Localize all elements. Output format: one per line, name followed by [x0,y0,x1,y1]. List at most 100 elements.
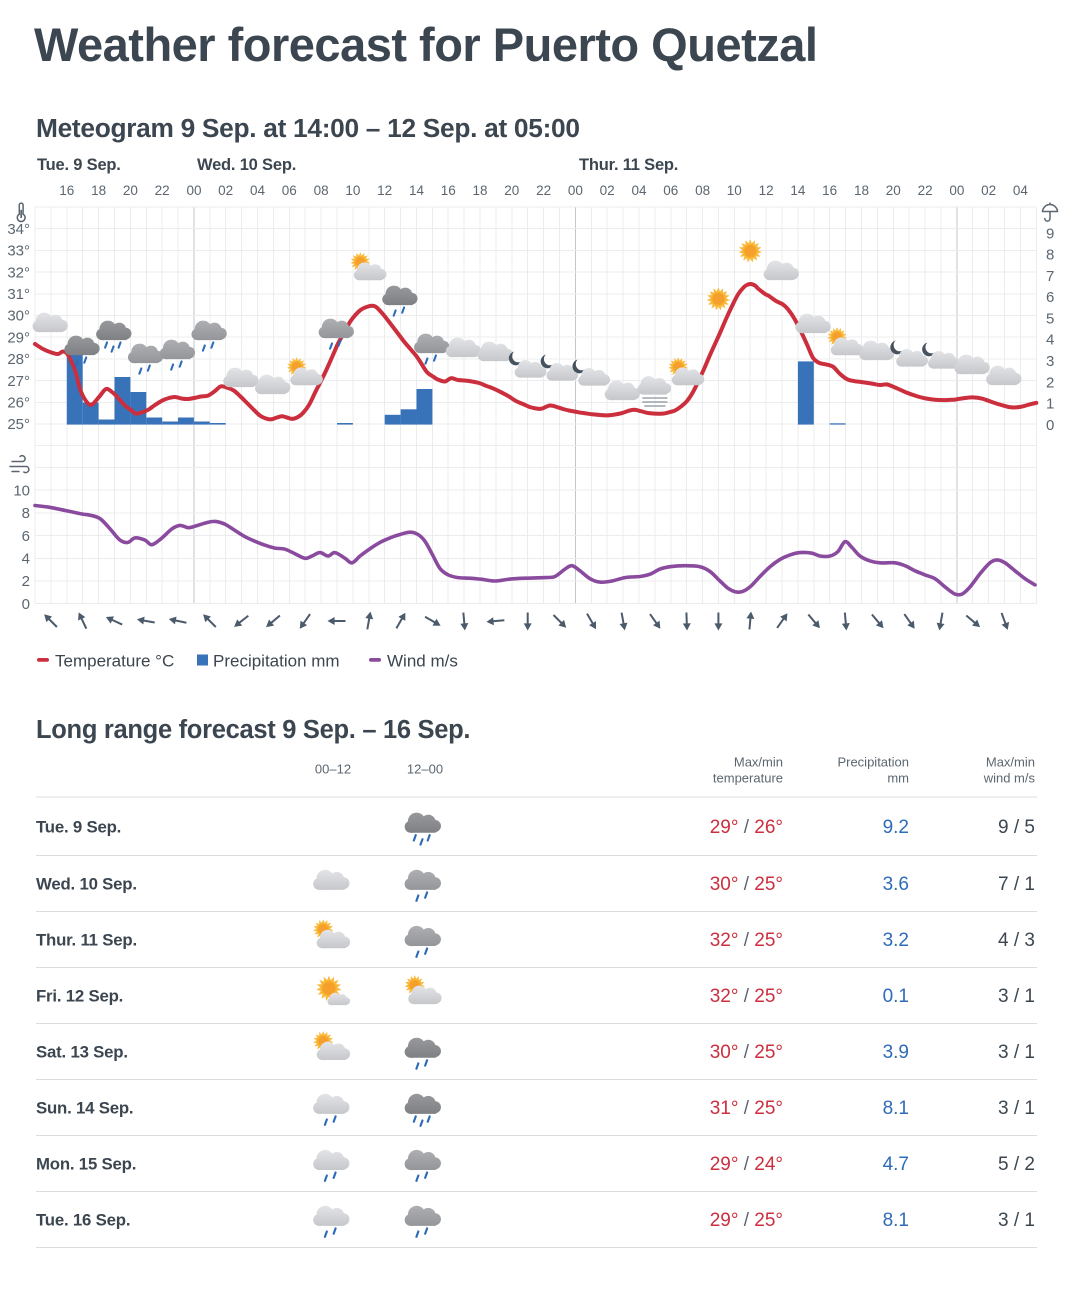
svg-text:4: 4 [1046,332,1054,349]
svg-text:Tue. 9 Sep.: Tue. 9 Sep. [37,156,121,174]
svg-text:16: 16 [441,183,456,198]
svg-text:31°: 31° [7,286,30,303]
svg-text:00: 00 [186,183,201,198]
svg-text:12: 12 [759,183,774,198]
svg-text:32° / 25°: 32° / 25° [710,986,783,1007]
svg-text:3 / 1: 3 / 1 [998,1210,1035,1231]
svg-text:22: 22 [536,183,551,198]
svg-text:Wed. 10 Sep.: Wed. 10 Sep. [197,156,296,174]
svg-text:29° / 26°: 29° / 26° [710,817,783,838]
svg-text:00: 00 [949,183,964,198]
svg-text:9: 9 [1046,225,1054,242]
svg-text:Thur. 11 Sep.: Thur. 11 Sep. [36,931,137,950]
svg-text:4 / 3: 4 / 3 [998,930,1035,951]
svg-text:20: 20 [123,183,138,198]
svg-text:22: 22 [918,183,933,198]
svg-text:08: 08 [695,183,710,198]
svg-text:9 / 5: 9 / 5 [998,817,1035,838]
svg-text:29°: 29° [7,329,30,346]
svg-text:16: 16 [822,183,837,198]
svg-text:Wind m/s: Wind m/s [387,652,458,671]
svg-text:30°: 30° [7,308,30,325]
svg-text:08: 08 [314,183,329,198]
svg-text:16: 16 [59,183,74,198]
svg-text:3 / 1: 3 / 1 [998,986,1035,1007]
svg-text:0.1: 0.1 [883,986,909,1007]
svg-text:30° / 25°: 30° / 25° [710,1042,783,1063]
svg-text:14: 14 [409,183,425,198]
svg-text:Max/min: Max/min [986,755,1035,770]
svg-text:Temperature °C: Temperature °C [55,652,174,671]
svg-text:Mon. 15 Sep.: Mon. 15 Sep. [36,1155,136,1174]
svg-text:12–00: 12–00 [407,762,443,777]
svg-text:29° / 24°: 29° / 24° [710,1154,783,1175]
svg-text:Precipitation mm: Precipitation mm [213,652,340,671]
svg-text:26°: 26° [7,395,30,412]
svg-text:6: 6 [22,528,30,545]
svg-text:3 / 1: 3 / 1 [998,1042,1035,1063]
svg-text:8: 8 [22,505,30,522]
svg-text:04: 04 [250,183,266,198]
svg-text:0: 0 [22,596,30,613]
svg-text:3.6: 3.6 [883,874,909,895]
svg-text:6: 6 [1046,289,1054,306]
svg-text:7: 7 [1046,268,1054,285]
svg-text:5 / 2: 5 / 2 [998,1154,1035,1175]
svg-text:04: 04 [1013,183,1029,198]
svg-text:Wed. 10 Sep.: Wed. 10 Sep. [36,875,137,894]
svg-text:14: 14 [790,183,806,198]
svg-text:Meteogram 9 Sep. at 14:00 – 12: Meteogram 9 Sep. at 14:00 – 12 Sep. at 0… [36,113,580,143]
svg-text:18: 18 [91,183,106,198]
svg-text:00: 00 [568,183,583,198]
svg-text:33°: 33° [7,243,30,260]
svg-text:06: 06 [282,183,297,198]
svg-text:7 / 1: 7 / 1 [998,874,1035,895]
svg-text:Fri. 12 Sep.: Fri. 12 Sep. [36,987,123,1006]
svg-text:0: 0 [1046,417,1054,434]
svg-text:Long range forecast 9 Sep. – 1: Long range forecast 9 Sep. – 16 Sep. [36,716,470,744]
svg-text:02: 02 [981,183,996,198]
svg-text:wind m/s: wind m/s [983,771,1036,786]
svg-text:8.1: 8.1 [883,1098,909,1119]
svg-text:Sun. 14 Sep.: Sun. 14 Sep. [36,1099,133,1118]
svg-text:4.7: 4.7 [883,1154,909,1175]
svg-text:Precipitation: Precipitation [837,755,909,770]
svg-text:10: 10 [727,183,742,198]
svg-text:32°: 32° [7,264,30,281]
svg-text:3: 3 [1046,353,1054,370]
svg-text:2: 2 [22,573,30,590]
svg-text:4: 4 [22,551,30,568]
svg-text:27°: 27° [7,373,30,390]
svg-text:3.2: 3.2 [883,930,909,951]
svg-text:02: 02 [600,183,615,198]
svg-text:Tue. 9 Sep.: Tue. 9 Sep. [36,817,121,836]
svg-text:8.1: 8.1 [883,1210,909,1231]
svg-text:mm: mm [887,771,909,786]
svg-text:1: 1 [1046,396,1054,413]
svg-text:9.2: 9.2 [883,817,909,838]
svg-text:5: 5 [1046,310,1054,327]
svg-text:20: 20 [504,183,519,198]
svg-text:12: 12 [377,183,392,198]
svg-text:10: 10 [13,482,30,499]
svg-text:22: 22 [155,183,170,198]
svg-text:25°: 25° [7,416,30,433]
svg-text:Thur. 11 Sep.: Thur. 11 Sep. [579,156,678,174]
svg-text:20: 20 [886,183,901,198]
svg-text:00–12: 00–12 [315,762,351,777]
svg-text:32° / 25°: 32° / 25° [710,930,783,951]
svg-text:Max/min: Max/min [734,755,783,770]
svg-text:Weather forecast for Puerto Qu: Weather forecast for Puerto Quetzal [34,18,817,71]
svg-text:10: 10 [345,183,360,198]
svg-text:06: 06 [663,183,678,198]
svg-text:04: 04 [631,183,647,198]
svg-text:18: 18 [854,183,869,198]
svg-text:34°: 34° [7,221,30,238]
svg-text:2: 2 [1046,374,1054,391]
svg-text:8: 8 [1046,247,1054,264]
svg-text:28°: 28° [7,351,30,368]
svg-text:30° / 25°: 30° / 25° [710,874,783,895]
svg-text:Tue. 16 Sep.: Tue. 16 Sep. [36,1211,130,1230]
svg-text:02: 02 [218,183,233,198]
svg-text:3 / 1: 3 / 1 [998,1098,1035,1119]
